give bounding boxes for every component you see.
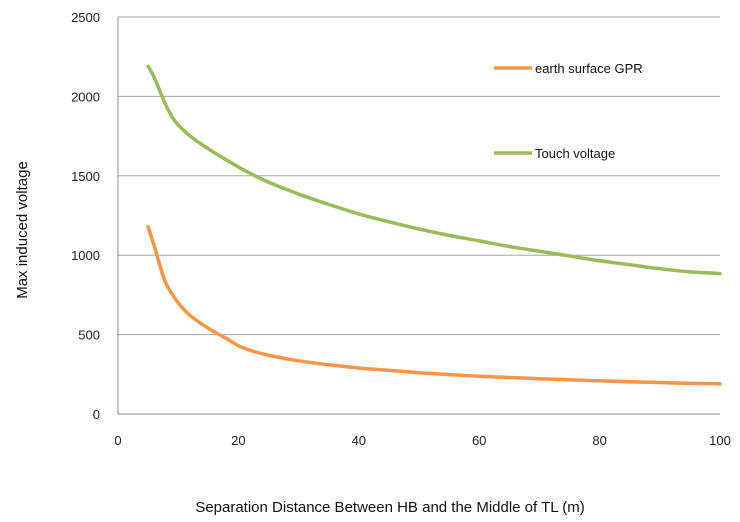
x-tick-label: 40 (352, 433, 366, 448)
x-tick-label: 80 (592, 433, 606, 448)
x-tick-label: 20 (231, 433, 245, 448)
gridlines (117, 16, 720, 415)
x-tick-labels: 0 20 40 60 80 100 (114, 433, 730, 448)
legend-label: Touch voltage (535, 146, 615, 161)
x-tick-label: 0 (114, 433, 121, 448)
x-tick-label: 100 (709, 433, 731, 448)
series-lines (146, 64, 722, 386)
x-tick-label: 60 (472, 433, 486, 448)
legend: earth surface GPR Touch voltage (494, 61, 643, 161)
y-axis-title: Max induced voltage (14, 161, 31, 299)
series-line (146, 224, 722, 386)
y-tick-label: 0 (93, 407, 100, 422)
series-line (146, 64, 722, 276)
y-tick-label: 1500 (71, 169, 100, 184)
y-tick-label: 2500 (71, 10, 100, 25)
legend-label: earth surface GPR (535, 61, 643, 76)
y-tick-labels: 0 500 1000 1500 2000 2500 (71, 10, 100, 422)
y-tick-label: 1000 (71, 248, 100, 263)
y-tick-label: 2000 (71, 89, 100, 104)
y-tick-label: 500 (78, 328, 100, 343)
x-axis-title: Separation Distance Between HB and the M… (195, 499, 584, 516)
